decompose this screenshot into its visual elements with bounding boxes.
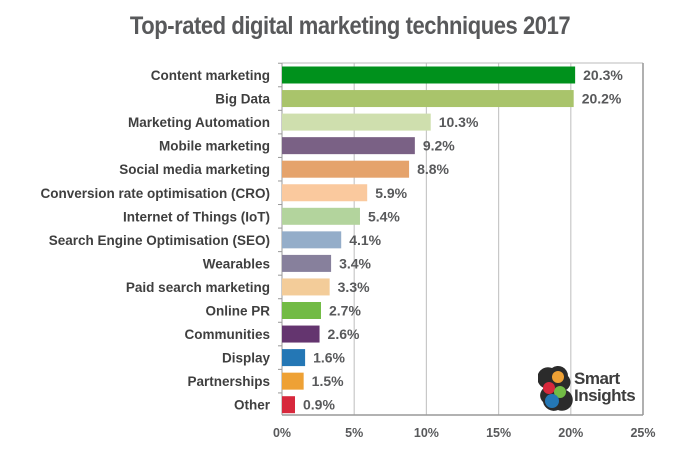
logo-text: Smart Insights (574, 369, 636, 405)
bar-wearables (282, 254, 332, 272)
value-label: 9.2% (423, 138, 455, 154)
value-label: 1.6% (313, 350, 345, 366)
bar-social-media-marketing (282, 160, 410, 178)
x-tick-label: 10% (414, 426, 439, 440)
value-label: 0.9% (303, 397, 335, 413)
value-label: 10.3% (439, 114, 479, 130)
category-label: Marketing Automation (128, 115, 270, 130)
category-label: Conversion rate optimisation (CRO) (40, 186, 270, 201)
bar-conversion-rate-optimisation-cro (282, 184, 368, 202)
category-label: Mobile marketing (159, 139, 270, 154)
category-label: Big Data (215, 92, 270, 107)
bar-mobile-marketing (282, 137, 415, 155)
category-label: Other (234, 398, 271, 413)
bar-content-marketing (282, 66, 576, 84)
category-label: Internet of Things (IoT) (123, 209, 270, 224)
value-label: 20.3% (583, 67, 623, 83)
category-label: Paid search marketing (126, 280, 270, 295)
value-label: 1.5% (312, 373, 344, 389)
bar-communities (282, 325, 320, 343)
category-label: Online PR (205, 304, 270, 319)
category-label: Display (222, 351, 271, 366)
bar-marketing-automation (282, 113, 431, 131)
value-label: 5.9% (375, 185, 407, 201)
x-tick-label: 20% (558, 426, 583, 440)
category-label: Social media marketing (119, 162, 270, 177)
value-label: 2.7% (329, 303, 361, 319)
bar-paid-search-marketing (282, 278, 330, 296)
bar-partnerships (282, 372, 304, 390)
value-label: 20.2% (582, 91, 622, 107)
chart-title: Top-rated digital marketing techniques 2… (129, 12, 571, 40)
x-tick-label: 25% (630, 426, 655, 440)
smart-insights-logo-icon (538, 366, 573, 411)
value-label: 5.4% (368, 208, 400, 224)
logo-text-smart: Smart (574, 369, 620, 388)
value-label: 3.4% (339, 255, 371, 271)
logo-text-insights: Insights (574, 386, 636, 405)
bar-online-pr (282, 302, 321, 319)
category-label: Wearables (203, 256, 270, 271)
value-label: 3.3% (338, 279, 370, 295)
category-label: Communities (184, 327, 270, 342)
bar-search-engine-optimisation-seo (282, 231, 342, 249)
bar-big-data (282, 90, 574, 108)
category-label: Search Engine Optimisation (SEO) (49, 233, 270, 248)
bar-display (282, 349, 306, 367)
category-label: Content marketing (151, 68, 270, 83)
x-tick-label: 5% (345, 426, 363, 440)
value-label: 8.8% (417, 161, 449, 177)
value-label: 4.1% (349, 232, 381, 248)
x-tick-label: 15% (486, 426, 511, 440)
bar-other (282, 396, 295, 414)
value-label: 2.6% (328, 326, 360, 342)
x-tick-label: 0% (273, 426, 291, 440)
bar-internet-of-things-iot (282, 207, 360, 225)
category-label: Partnerships (187, 374, 270, 389)
